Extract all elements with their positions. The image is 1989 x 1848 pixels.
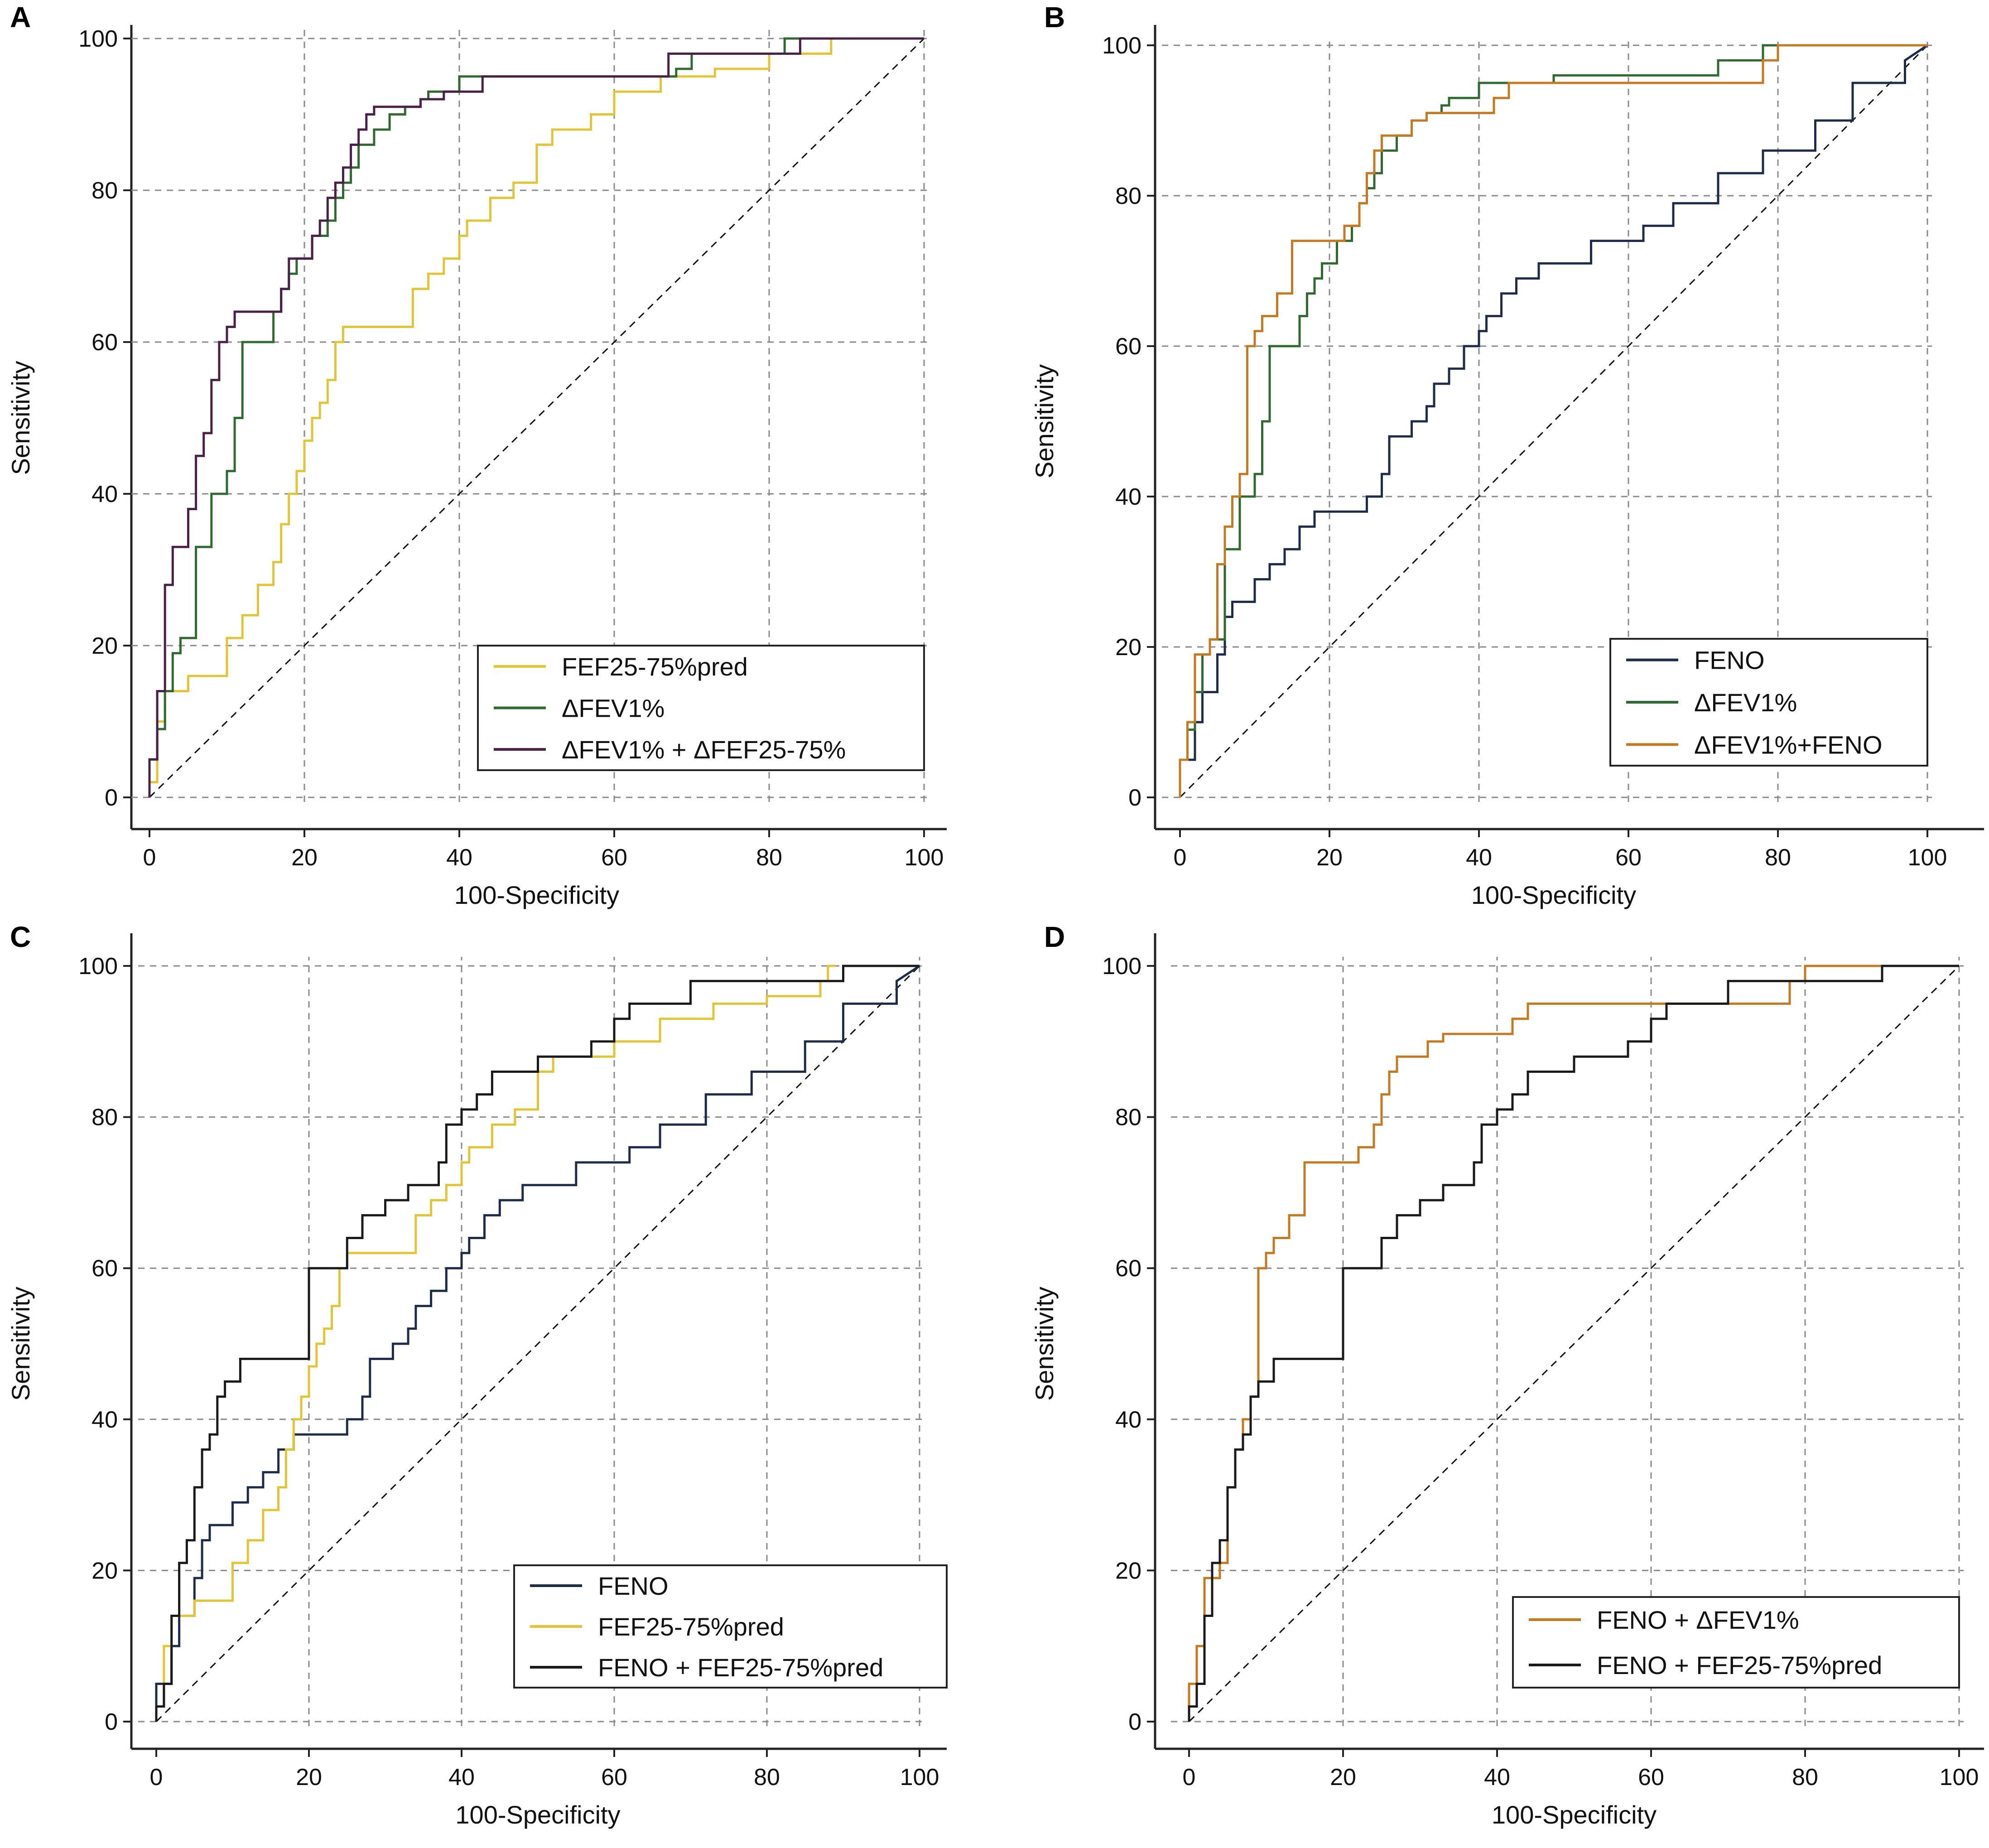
panel-d-legend-box <box>1512 1596 1960 1689</box>
panel-d-ytick-label-60: 60 <box>1115 1255 1141 1282</box>
panel-b-series-2-curve <box>1179 44 1927 797</box>
panel-c-xtick-label-80: 80 <box>754 1764 780 1790</box>
panel-b-xtick-label-80: 80 <box>1765 844 1791 871</box>
panel-d-ytick-label-100: 100 <box>1102 953 1141 979</box>
panel-a-xtick-label-20: 20 <box>291 844 318 871</box>
panel-d-xtick-label-40: 40 <box>1484 1764 1510 1790</box>
panel-a-xtick-label-80: 80 <box>756 844 782 871</box>
panel-b-series-1-curve <box>1179 44 1928 797</box>
panel-c-xtick-label-100: 100 <box>900 1764 939 1790</box>
panel-b-legend-label-2: ΔFEV1% <box>1694 688 1797 717</box>
panel-d: D 0 0 20 20 40 40 60 60 80 80 100 100 100-Specificity… <box>1030 921 1984 1829</box>
panel-c-legend-label-3: FENO + FEF25-75%pred <box>598 1653 883 1682</box>
panel-b-legend-label-3: ΔFEV1%+FENO <box>1694 730 1883 759</box>
panel-c-series-3-curve <box>155 965 920 1722</box>
panel-a-ytick-label-0: 0 <box>105 785 118 811</box>
panel-c-xtick-label-60: 60 <box>601 1764 627 1790</box>
panel-a-legend-label-3: ΔFEV1% + ΔFEF25-75% <box>562 735 846 764</box>
panel-d-ytick-label-20: 20 <box>1115 1558 1141 1584</box>
panel-d-ytick-label-0: 0 <box>1128 1709 1141 1735</box>
panel-b-xtick-label-20: 20 <box>1316 844 1343 871</box>
panel-a-ytick-label-20: 20 <box>92 633 118 659</box>
panel-b-ytick-label-20: 20 <box>1115 634 1141 661</box>
panel-d-y-title: Sensitivity <box>1030 1287 1059 1401</box>
panel-a: A 0 0 20 20 40 40 60 60 80 80 100 100 100-Specificity… <box>6 1 947 909</box>
panel-b-ytick-label-0: 0 <box>1128 785 1141 811</box>
panel-b-ytick-label-100: 100 <box>1102 33 1141 59</box>
panel-c-xtick-label-20: 20 <box>296 1764 322 1790</box>
panel-c-legend-label-2: FEF25-75%pred <box>598 1612 784 1641</box>
panel-b-xtick-label-0: 0 <box>1174 844 1187 871</box>
panel-b-y-title: Sensitivity <box>1030 364 1059 478</box>
panel-b-ytick-label-80: 80 <box>1115 183 1141 209</box>
panel-c-ytick-label-40: 40 <box>92 1407 118 1433</box>
panel-c-ytick-label-20: 20 <box>92 1558 118 1584</box>
panel-a-ytick-label-80: 80 <box>92 178 118 204</box>
panel-c-xtick-label-40: 40 <box>448 1764 475 1790</box>
panel-b-xtick-label-100: 100 <box>1908 844 1947 871</box>
panel-a-legend-box <box>477 645 925 771</box>
panel-a-reference-diagonal <box>149 38 925 798</box>
panel-a-ytick-label-40: 40 <box>92 481 118 507</box>
panel-a-letter: A <box>10 1 31 34</box>
panel-b-ytick-label-60: 60 <box>1115 333 1141 360</box>
panel-d-xtick-label-20: 20 <box>1330 1764 1356 1790</box>
panel-b-xtick-label-60: 60 <box>1615 844 1642 871</box>
panel-a-xtick-label-100: 100 <box>905 844 944 871</box>
panel-c-xtick-label-0: 0 <box>150 1764 163 1790</box>
panel-d-letter: D <box>1044 921 1065 953</box>
panel-d-ytick-label-80: 80 <box>1115 1105 1141 1131</box>
panel-c-ytick-label-60: 60 <box>92 1255 118 1282</box>
panel-c-series-1-curve <box>155 965 920 1722</box>
panel-c-y-title: Sensitivity <box>6 1287 35 1401</box>
panel-b-ytick-label-40: 40 <box>1115 484 1141 510</box>
panel-d-x-title: 100-Specificity <box>1492 1800 1657 1829</box>
panel-a-xtick-label-40: 40 <box>446 844 472 871</box>
panel-d-xtick-label-60: 60 <box>1638 1764 1664 1790</box>
panel-d-xtick-label-0: 0 <box>1183 1764 1196 1790</box>
panel-c-letter: C <box>10 921 31 953</box>
panel-d-legend-label-1: FENO + ΔFEV1% <box>1597 1606 1799 1634</box>
panel-a-legend-label-1: FEF25-75%pred <box>562 652 748 681</box>
panel-d-legend-label-2: FENO + FEF25-75%pred <box>1597 1651 1882 1679</box>
panel-b: B 0 0 20 20 40 40 60 60 80 80 100 100 100-Specificity… <box>1030 1 1984 909</box>
panel-b-legend: FENO ΔFEV1% ΔFEV1%+FENO <box>1609 638 1928 767</box>
panel-c-ytick-label-0: 0 <box>105 1709 118 1735</box>
panel-a-xtick-label-60: 60 <box>601 844 627 871</box>
panel-b-legend-label-1: FENO <box>1694 646 1765 675</box>
panel-d-xtick-label-100: 100 <box>1940 1764 1979 1790</box>
panel-a-x-title: 100-Specificity <box>454 881 619 909</box>
panel-b-letter: B <box>1044 1 1065 34</box>
panel-b-x-title: 100-Specificity <box>1471 881 1636 909</box>
panel-c-legend-label-1: FENO <box>598 1572 669 1600</box>
panel-c-ytick-label-80: 80 <box>92 1105 118 1131</box>
panel-a-legend-label-2: ΔFEV1% <box>562 694 665 723</box>
panel-c: C 0 0 20 20 40 40 60 60 80 80 100 100 100-Specificity… <box>6 921 948 1829</box>
panel-a-legend: FEF25-75%pred ΔFEV1% ΔFEV1% + ΔFEF25-75% <box>477 645 925 771</box>
panel-d-reference-diagonal <box>1188 965 1960 1723</box>
panel-d-series-1-curve <box>1188 965 1959 1722</box>
panel-b-series-3-curve <box>1179 44 1927 797</box>
panel-c-x-title: 100-Specificity <box>455 1800 620 1829</box>
panel-a-y-title: Sensitivity <box>6 361 35 475</box>
panel-d-xtick-label-80: 80 <box>1792 1764 1818 1790</box>
panel-d-legend: FENO + ΔFEV1% FENO + FEF25-75%pred <box>1512 1596 1960 1689</box>
panel-d-ytick-label-40: 40 <box>1115 1407 1141 1433</box>
panel-a-ytick-label-60: 60 <box>92 329 118 356</box>
panel-d-series-2-curve <box>1188 965 1959 1722</box>
panel-b-xtick-label-40: 40 <box>1466 844 1492 871</box>
panel-c-legend-box <box>513 1564 948 1689</box>
panel-c-legend: FENO FEF25-75%pred FENO + FEF25-75%pred <box>513 1564 948 1689</box>
panel-c-reference-diagonal <box>155 965 920 1723</box>
panel-c-ytick-label-100: 100 <box>78 953 118 979</box>
panel-a-series-1-curve <box>148 37 839 797</box>
panel-a-series-3-curve <box>148 37 924 797</box>
panel-a-ytick-label-100: 100 <box>78 26 118 52</box>
panel-a-xtick-label-0: 0 <box>143 844 156 871</box>
